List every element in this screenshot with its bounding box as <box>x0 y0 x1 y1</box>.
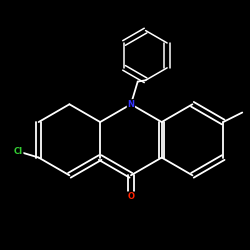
Text: O: O <box>128 192 134 201</box>
Text: Cl: Cl <box>14 147 23 156</box>
Text: N: N <box>128 100 134 109</box>
